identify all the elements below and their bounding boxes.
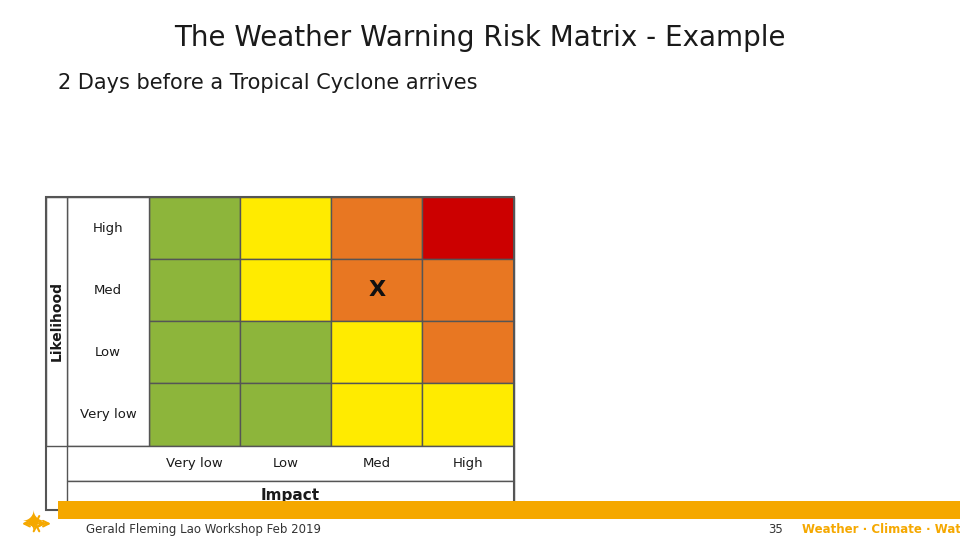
Text: Gerald Fleming Lao Workshop Feb 2019: Gerald Fleming Lao Workshop Feb 2019 [86,523,322,536]
Bar [46,197,67,446]
Text: Weather · Climate · Water: Weather · Climate · Water [802,523,960,536]
Text: The Weather Warning Risk Matrix - Example: The Weather Warning Risk Matrix - Exampl… [175,24,785,52]
Text: Likelihood: Likelihood [50,281,63,361]
Bar [331,197,422,259]
Bar [331,321,422,383]
Bar [149,259,240,321]
Text: 35: 35 [768,523,782,536]
Bar [422,383,514,446]
Bar [149,383,240,446]
Bar [422,259,514,321]
Text: Impact: Impact [261,488,320,503]
Text: Very low: Very low [166,456,223,470]
Bar [422,197,514,259]
Text: High: High [453,456,483,470]
Text: High: High [93,221,123,235]
Bar [67,446,514,481]
Text: ✦: ✦ [22,509,45,537]
Bar [331,259,422,321]
Bar [67,481,514,510]
Bar [58,501,960,518]
Bar [240,259,331,321]
Bar [46,197,514,510]
Bar [67,197,149,446]
Text: Low: Low [95,346,121,359]
Bar [240,321,331,383]
Text: Low: Low [273,456,299,470]
Text: Med: Med [94,284,122,297]
Bar [422,321,514,383]
Text: Very low: Very low [80,408,136,421]
Text: X: X [369,280,385,300]
Text: Med: Med [363,456,391,470]
Bar [149,197,240,259]
Bar [240,383,331,446]
Bar [331,383,422,446]
Bar [240,197,331,259]
Bar [149,321,240,383]
Text: 2 Days before a Tropical Cyclone arrives: 2 Days before a Tropical Cyclone arrives [58,73,477,93]
